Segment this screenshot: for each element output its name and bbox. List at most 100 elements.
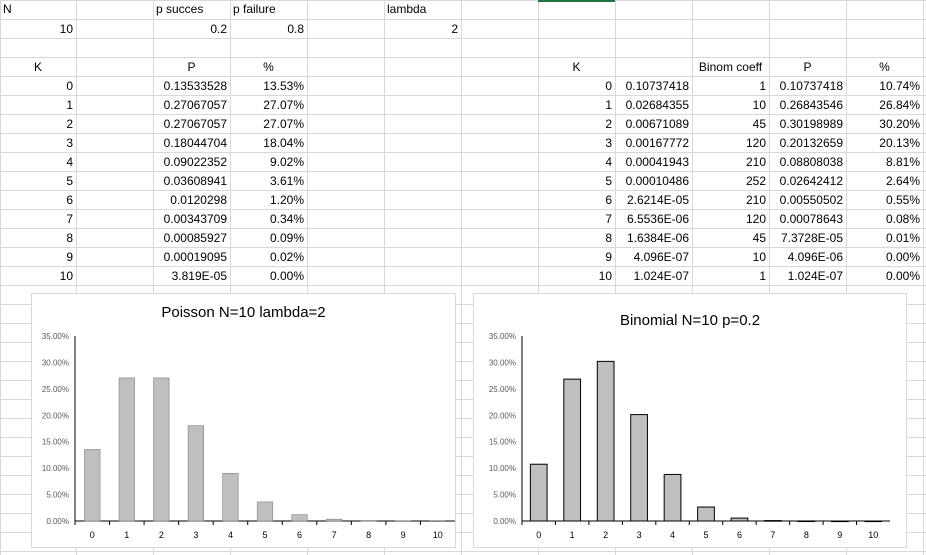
binom-k-cell[interactable]: 0	[605, 79, 612, 93]
header-p-succes[interactable]: p succes	[156, 2, 204, 16]
binom-p-cell[interactable]: 0.08808038	[779, 155, 843, 169]
poisson-p-cell[interactable]: 3.819E-05	[171, 269, 227, 283]
poisson-k-cell[interactable]: 1	[66, 98, 73, 112]
poisson-pct-cell[interactable]: 13.53%	[263, 79, 304, 93]
binom-pct-cell[interactable]: 0.00%	[885, 250, 920, 264]
binom-pct-cell[interactable]: 8.81%	[885, 155, 920, 169]
poisson-header-p[interactable]: P	[187, 60, 196, 74]
binom-pk-cell[interactable]: 0.10737418	[625, 79, 689, 93]
poisson-k-cell[interactable]: 3	[66, 136, 73, 150]
value-lambda[interactable]: 2	[451, 22, 458, 36]
binom-p-cell[interactable]: 0.02642412	[779, 174, 843, 188]
poisson-chart[interactable]: Poisson N=10 lambda=2 0.00% 5.00% 10.00% 15…	[31, 293, 456, 548]
poisson-k-cell[interactable]: 8	[66, 231, 73, 245]
binom-k-cell[interactable]: 2	[605, 117, 612, 131]
poisson-k-cell[interactable]: 2	[66, 117, 73, 131]
value-p-failure[interactable]: 0.8	[287, 22, 304, 36]
poisson-p-cell[interactable]: 0.0120298	[170, 193, 227, 207]
binom-coeff-cell[interactable]: 210	[745, 155, 766, 169]
binom-pk-cell[interactable]: 0.00010486	[625, 174, 689, 188]
binom-coeff-cell[interactable]: 120	[745, 136, 766, 150]
binomial-chart[interactable]: Binomial N=10 p=0.2 0.00% 5.00% 10.00% 15.0…	[473, 293, 907, 548]
poisson-pct-cell[interactable]: 27.07%	[263, 98, 304, 112]
binom-coeff-cell[interactable]: 10	[752, 98, 766, 112]
poisson-p-cell[interactable]: 0.27067057	[163, 98, 227, 112]
binom-pk-cell[interactable]: 0.00167772	[625, 136, 689, 150]
poisson-p-cell[interactable]: 0.00019095	[163, 250, 227, 264]
binom-pk-cell[interactable]: 6.5536E-06	[626, 212, 689, 226]
poisson-header-pct[interactable]: %	[263, 60, 274, 74]
binom-header-p[interactable]: P	[803, 60, 812, 74]
binom-k-cell[interactable]: 9	[605, 250, 612, 264]
poisson-p-cell[interactable]: 0.09022352	[163, 155, 227, 169]
binom-k-cell[interactable]: 7	[605, 212, 612, 226]
binom-pk-cell[interactable]: 2.6214E-05	[626, 193, 689, 207]
poisson-k-cell[interactable]: 6	[66, 193, 73, 207]
binom-k-cell[interactable]: 10	[598, 269, 612, 283]
binom-k-cell[interactable]: 8	[605, 231, 612, 245]
binom-p-cell[interactable]: 0.20132659	[779, 136, 843, 150]
binom-p-cell[interactable]: 0.10737418	[779, 79, 843, 93]
value-p-succes[interactable]: 0.2	[210, 22, 227, 36]
binom-k-cell[interactable]: 3	[605, 136, 612, 150]
binom-pk-cell[interactable]: 0.00041943	[625, 155, 689, 169]
binom-pk-cell[interactable]: 0.02684355	[625, 98, 689, 112]
poisson-p-cell[interactable]: 0.18044704	[163, 136, 227, 150]
poisson-k-cell[interactable]: 5	[66, 174, 73, 188]
binom-p-cell[interactable]: 0.00550502	[779, 193, 843, 207]
poisson-header-k[interactable]: K	[33, 60, 42, 74]
binom-pk-cell[interactable]: 0.00671089	[625, 117, 689, 131]
poisson-p-cell[interactable]: 0.00343709	[163, 212, 227, 226]
header-lambda[interactable]: lambda	[387, 2, 427, 16]
binom-pct-cell[interactable]: 0.01%	[885, 231, 920, 245]
poisson-k-cell[interactable]: 7	[66, 212, 73, 226]
binom-p-cell[interactable]: 7.3728E-05	[780, 231, 843, 245]
binom-header-k[interactable]: K	[572, 60, 581, 74]
header-p-failure[interactable]: p failure	[233, 2, 276, 16]
binom-pct-cell[interactable]: 0.08%	[885, 212, 920, 226]
binom-k-cell[interactable]: 4	[605, 155, 612, 169]
poisson-pct-cell[interactable]: 3.61%	[269, 174, 304, 188]
poisson-p-cell[interactable]: 0.27067057	[163, 117, 227, 131]
binom-coeff-cell[interactable]: 1	[759, 79, 766, 93]
poisson-p-cell[interactable]: 0.00085927	[163, 231, 227, 245]
binom-coeff-cell[interactable]: 120	[745, 212, 766, 226]
binom-coeff-cell[interactable]: 10	[752, 250, 766, 264]
poisson-k-cell[interactable]: 10	[59, 269, 73, 283]
binom-p-cell[interactable]: 1.024E-07	[787, 269, 843, 283]
binom-coeff-cell[interactable]: 45	[752, 231, 766, 245]
binom-p-cell[interactable]: 0.30198989	[779, 117, 843, 131]
binom-header-pct[interactable]: %	[879, 60, 890, 74]
value-n[interactable]: 10	[59, 22, 73, 36]
poisson-pct-cell[interactable]: 0.02%	[269, 250, 304, 264]
binom-pct-cell[interactable]: 30.20%	[879, 117, 920, 131]
poisson-pct-cell[interactable]: 0.34%	[269, 212, 304, 226]
binom-p-cell[interactable]: 4.096E-06	[787, 250, 843, 264]
binom-pk-cell[interactable]: 1.6384E-06	[626, 231, 689, 245]
poisson-k-cell[interactable]: 4	[66, 155, 73, 169]
binom-coeff-cell[interactable]: 45	[752, 117, 766, 131]
binom-p-cell[interactable]: 0.00078643	[779, 212, 843, 226]
poisson-k-cell[interactable]: 0	[66, 79, 73, 93]
poisson-p-cell[interactable]: 0.03608941	[163, 174, 227, 188]
header-n[interactable]: N	[3, 2, 12, 16]
binom-pct-cell[interactable]: 0.55%	[885, 193, 920, 207]
poisson-pct-cell[interactable]: 0.09%	[269, 231, 304, 245]
binom-pct-cell[interactable]: 10.74%	[879, 79, 920, 93]
poisson-k-cell[interactable]: 9	[66, 250, 73, 264]
binom-k-cell[interactable]: 1	[605, 98, 612, 112]
binom-p-cell[interactable]: 0.26843546	[779, 98, 843, 112]
poisson-pct-cell[interactable]: 9.02%	[269, 155, 304, 169]
binom-header-coeff[interactable]: Binom coeff	[698, 60, 763, 74]
poisson-pct-cell[interactable]: 1.20%	[269, 193, 304, 207]
binom-k-cell[interactable]: 6	[605, 193, 612, 207]
poisson-pct-cell[interactable]: 0.00%	[269, 269, 304, 283]
binom-pk-cell[interactable]: 1.024E-07	[633, 269, 689, 283]
binom-coeff-cell[interactable]: 1	[759, 269, 766, 283]
binom-coeff-cell[interactable]: 252	[745, 174, 766, 188]
binom-coeff-cell[interactable]: 210	[745, 193, 766, 207]
binom-pct-cell[interactable]: 20.13%	[879, 136, 920, 150]
binom-pk-cell[interactable]: 4.096E-07	[633, 250, 689, 264]
binom-pct-cell[interactable]: 2.64%	[885, 174, 920, 188]
binom-pct-cell[interactable]: 26.84%	[879, 98, 920, 112]
